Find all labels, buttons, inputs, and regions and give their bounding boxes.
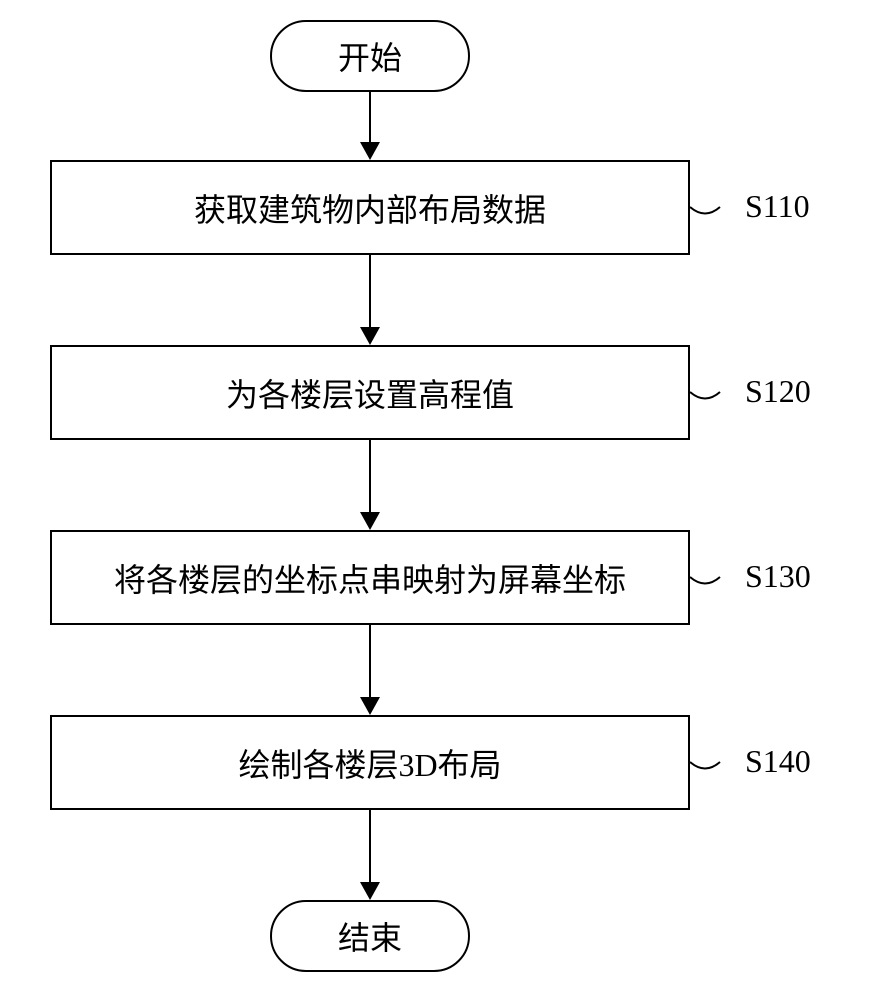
arrow-line bbox=[369, 255, 371, 327]
end-terminal: 结束 bbox=[270, 900, 470, 972]
start-terminal: 开始 bbox=[270, 20, 470, 92]
arrow-line bbox=[369, 92, 371, 142]
process-step-4: 绘制各楼层3D布局 bbox=[50, 715, 690, 810]
process-step-1: 获取建筑物内部布局数据 bbox=[50, 160, 690, 255]
step-id-label: S110 bbox=[745, 188, 810, 225]
connector-curve bbox=[690, 380, 740, 410]
process-label: 获取建筑物内部布局数据 bbox=[194, 185, 546, 231]
start-label: 开始 bbox=[338, 33, 402, 79]
connector-curve bbox=[690, 565, 740, 595]
arrow-line bbox=[369, 625, 371, 697]
end-label: 结束 bbox=[338, 913, 402, 959]
process-label: 绘制各楼层3D布局 bbox=[238, 740, 501, 786]
step-id-label: S120 bbox=[745, 373, 811, 410]
process-step-2: 为各楼层设置高程值 bbox=[50, 345, 690, 440]
step-id-label: S130 bbox=[745, 558, 811, 595]
arrow-head bbox=[360, 882, 380, 900]
arrow-line bbox=[369, 440, 371, 512]
connector-curve bbox=[690, 195, 740, 225]
arrow-line bbox=[369, 810, 371, 882]
arrow-head bbox=[360, 142, 380, 160]
arrow-head bbox=[360, 697, 380, 715]
step-id-label: S140 bbox=[745, 743, 811, 780]
process-label: 将各楼层的坐标点串映射为屏幕坐标 bbox=[114, 555, 626, 601]
arrow-head bbox=[360, 512, 380, 530]
connector-curve bbox=[690, 750, 740, 780]
process-label: 为各楼层设置高程值 bbox=[226, 370, 514, 416]
process-step-3: 将各楼层的坐标点串映射为屏幕坐标 bbox=[50, 530, 690, 625]
arrow-head bbox=[360, 327, 380, 345]
